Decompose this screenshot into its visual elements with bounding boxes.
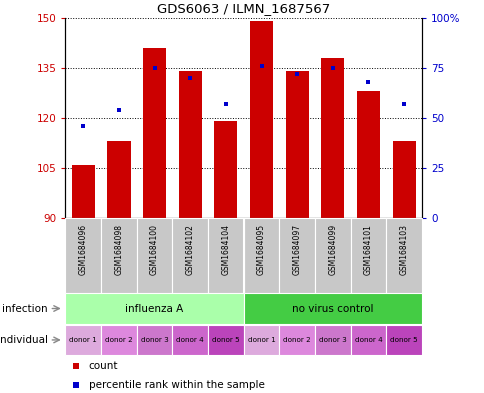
Bar [136, 218, 172, 293]
Bar [172, 325, 208, 355]
Bar [65, 218, 101, 293]
Text: donor 2: donor 2 [105, 337, 133, 343]
Text: donor 1: donor 1 [247, 337, 275, 343]
Bar [65, 294, 243, 323]
Bar [392, 141, 415, 218]
Bar [314, 325, 350, 355]
Bar [243, 218, 279, 293]
Text: GSM1684098: GSM1684098 [114, 224, 123, 275]
Bar [356, 91, 379, 218]
Text: infection: infection [2, 303, 47, 314]
Text: donor 3: donor 3 [140, 337, 168, 343]
Text: GSM1684103: GSM1684103 [399, 224, 408, 275]
Bar [107, 141, 130, 218]
Bar [243, 325, 279, 355]
Bar [101, 218, 136, 293]
Text: no virus control: no virus control [291, 303, 373, 314]
Bar [143, 48, 166, 218]
Bar [385, 218, 421, 293]
Bar [279, 325, 314, 355]
Text: GSM1684097: GSM1684097 [292, 224, 301, 275]
Bar [208, 325, 243, 355]
Bar [385, 325, 421, 355]
Bar [320, 58, 344, 218]
Bar [208, 218, 243, 293]
Bar [136, 325, 172, 355]
Bar [350, 325, 385, 355]
Text: GSM1684095: GSM1684095 [257, 224, 266, 275]
Text: donor 4: donor 4 [176, 337, 204, 343]
Bar [285, 71, 308, 218]
Text: donor 5: donor 5 [212, 337, 239, 343]
Bar [249, 21, 272, 218]
Bar [350, 218, 385, 293]
Title: GDS6063 / ILMN_1687567: GDS6063 / ILMN_1687567 [157, 2, 330, 15]
Text: donor 4: donor 4 [354, 337, 381, 343]
Text: GSM1684102: GSM1684102 [185, 224, 195, 275]
Text: percentile rank within the sample: percentile rank within the sample [89, 380, 264, 390]
Bar [172, 218, 208, 293]
Bar [101, 325, 136, 355]
Text: donor 3: donor 3 [318, 337, 346, 343]
Bar [65, 325, 101, 355]
Bar [314, 218, 350, 293]
Text: GSM1684100: GSM1684100 [150, 224, 159, 275]
Text: influenza A: influenza A [125, 303, 183, 314]
Text: GSM1684104: GSM1684104 [221, 224, 230, 275]
Text: individual: individual [0, 335, 47, 345]
Bar [178, 71, 201, 218]
Bar [72, 165, 95, 218]
Text: GSM1684101: GSM1684101 [363, 224, 372, 275]
Text: GSM1684099: GSM1684099 [328, 224, 337, 275]
Bar [214, 121, 237, 218]
Text: donor 5: donor 5 [390, 337, 417, 343]
Text: donor 1: donor 1 [69, 337, 97, 343]
Bar [279, 218, 314, 293]
Text: GSM1684096: GSM1684096 [78, 224, 88, 275]
Text: donor 2: donor 2 [283, 337, 310, 343]
Bar [243, 294, 421, 323]
Text: count: count [89, 361, 118, 371]
